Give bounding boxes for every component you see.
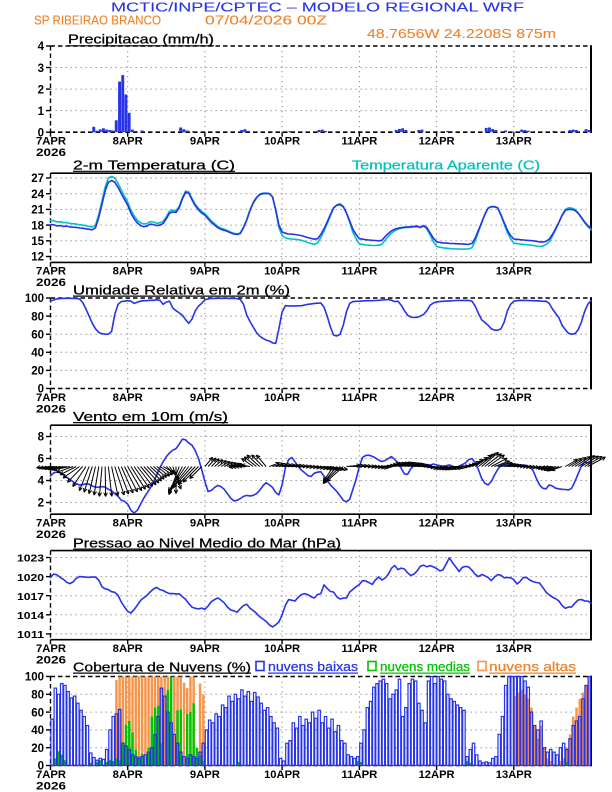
svg-text:11APR: 11APR	[341, 266, 377, 278]
svg-text:7APR: 7APR	[36, 769, 66, 781]
svg-text:20: 20	[31, 743, 44, 755]
svg-text:2026: 2026	[36, 403, 66, 415]
svg-text:13APR: 13APR	[496, 136, 532, 148]
svg-text:100: 100	[25, 672, 44, 684]
svg-text:1020: 1020	[17, 572, 44, 584]
svg-text:MCTIC/INPE/CPTEC – MODELO REGI: MCTIC/INPE/CPTEC – MODELO REGIONAL WRF	[111, 0, 524, 15]
svg-text:SP RIBEIRAO BRANCO: SP RIBEIRAO BRANCO	[34, 13, 161, 28]
svg-text:7APR: 7APR	[36, 643, 66, 655]
svg-text:Temperatura Aparente (C): Temperatura Aparente (C)	[352, 159, 540, 173]
svg-text:10APR: 10APR	[264, 518, 300, 530]
svg-text:27: 27	[31, 173, 44, 185]
svg-text:2026: 2026	[36, 655, 66, 667]
svg-text:9APR: 9APR	[190, 392, 220, 404]
svg-text:1023: 1023	[17, 553, 44, 565]
svg-text:10APR: 10APR	[264, 769, 300, 781]
svg-text:8APR: 8APR	[113, 518, 143, 530]
svg-text:1011: 1011	[17, 629, 44, 641]
svg-text:9APR: 9APR	[190, 518, 220, 530]
svg-text:60: 60	[31, 329, 44, 341]
svg-text:9APR: 9APR	[190, 769, 220, 781]
svg-text:40: 40	[31, 348, 44, 360]
svg-text:80: 80	[31, 311, 44, 323]
svg-text:Cobertura de Nuvens (%): Cobertura de Nuvens (%)	[73, 660, 251, 674]
svg-text:8APR: 8APR	[113, 769, 143, 781]
svg-text:Umidade Relativa em 2m (%): Umidade Relativa em 2m (%)	[73, 283, 290, 297]
svg-text:1017: 1017	[17, 591, 44, 603]
svg-text:40: 40	[31, 725, 44, 737]
svg-text:12APR: 12APR	[419, 266, 455, 278]
svg-text:2026: 2026	[36, 147, 66, 159]
svg-text:80: 80	[31, 690, 44, 702]
svg-text:12APR: 12APR	[419, 769, 455, 781]
svg-text:60: 60	[31, 707, 44, 719]
svg-text:10APR: 10APR	[264, 643, 300, 655]
svg-text:0: 0	[38, 384, 44, 396]
svg-text:12APR: 12APR	[419, 643, 455, 655]
svg-text:48.7656W 24.2208S 875m: 48.7656W 24.2208S 875m	[367, 26, 556, 41]
svg-text:13APR: 13APR	[496, 643, 532, 655]
svg-text:0: 0	[38, 761, 44, 773]
svg-text:12APR: 12APR	[419, 392, 455, 404]
svg-text:12APR: 12APR	[419, 518, 455, 530]
svg-text:2: 2	[38, 498, 44, 510]
svg-text:2026: 2026	[36, 780, 66, 792]
svg-text:13APR: 13APR	[496, 518, 532, 530]
svg-text:nuvens altas: nuvens altas	[489, 660, 576, 674]
svg-text:0: 0	[38, 127, 44, 139]
svg-text:21: 21	[31, 205, 44, 217]
svg-text:4: 4	[38, 476, 45, 488]
svg-text:10APR: 10APR	[264, 392, 300, 404]
svg-text:4: 4	[38, 41, 45, 53]
svg-text:11APR: 11APR	[341, 643, 377, 655]
svg-text:8: 8	[38, 432, 45, 444]
svg-text:2: 2	[38, 84, 44, 96]
svg-text:11APR: 11APR	[341, 392, 377, 404]
svg-text:9APR: 9APR	[190, 136, 220, 148]
svg-text:Precipitacao (mm/h): Precipitacao (mm/h)	[68, 33, 214, 47]
svg-text:2-m Temperatura (C): 2-m Temperatura (C)	[73, 159, 235, 173]
svg-text:15: 15	[31, 236, 44, 248]
svg-text:11APR: 11APR	[341, 136, 377, 148]
svg-text:20: 20	[31, 366, 44, 378]
svg-text:9APR: 9APR	[190, 643, 220, 655]
svg-text:8APR: 8APR	[113, 266, 143, 278]
svg-text:10APR: 10APR	[264, 266, 300, 278]
svg-text:nuvens medias: nuvens medias	[380, 660, 470, 674]
svg-text:7APR: 7APR	[36, 266, 66, 278]
svg-text:9APR: 9APR	[190, 266, 220, 278]
svg-text:7APR: 7APR	[36, 136, 66, 148]
svg-text:12: 12	[31, 252, 44, 264]
svg-text:8APR: 8APR	[113, 643, 143, 655]
svg-text:1014: 1014	[17, 610, 44, 622]
svg-text:100: 100	[25, 293, 44, 305]
svg-text:3: 3	[38, 63, 44, 75]
svg-text:8APR: 8APR	[113, 392, 143, 404]
svg-text:10APR: 10APR	[264, 136, 300, 148]
svg-text:12APR: 12APR	[419, 136, 455, 148]
svg-text:2026: 2026	[36, 277, 66, 289]
svg-text:8APR: 8APR	[113, 136, 143, 148]
svg-text:Vento em 10m (m/s): Vento em 10m (m/s)	[73, 410, 228, 424]
svg-text:13APR: 13APR	[496, 392, 532, 404]
svg-text:18: 18	[31, 220, 44, 232]
svg-text:6: 6	[38, 454, 44, 466]
svg-text:2026: 2026	[36, 529, 66, 541]
svg-text:Pressao ao Nivel Medio do Mar: Pressao ao Nivel Medio do Mar (hPa)	[73, 536, 341, 550]
svg-text:11APR: 11APR	[341, 769, 377, 781]
svg-text:1: 1	[38, 106, 45, 118]
svg-text:7APR: 7APR	[36, 518, 66, 530]
svg-text:nuvens baixas: nuvens baixas	[268, 660, 358, 674]
svg-text:7APR: 7APR	[36, 392, 66, 404]
svg-text:13APR: 13APR	[496, 266, 532, 278]
svg-text:11APR: 11APR	[341, 518, 377, 530]
svg-text:07/04/2026 00Z: 07/04/2026 00Z	[205, 13, 327, 28]
svg-text:13APR: 13APR	[496, 769, 532, 781]
svg-text:24: 24	[31, 189, 44, 201]
